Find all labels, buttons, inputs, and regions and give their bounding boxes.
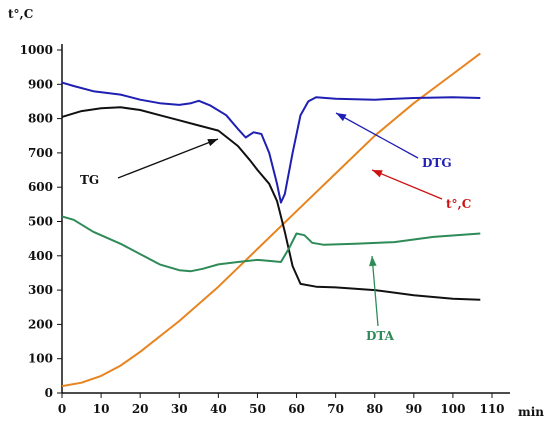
y-tick-label: 0	[45, 386, 53, 400]
series-line-tg	[61, 106, 481, 301]
y-tick-label: 200	[28, 317, 53, 331]
y-tick-label: 500	[28, 215, 53, 229]
x-tick-label: 110	[479, 402, 504, 416]
y-tick-label: 600	[28, 180, 53, 194]
dta-arrow-head	[369, 256, 377, 267]
x-tick-label: 100	[440, 402, 465, 416]
tg-arrow-head	[207, 139, 218, 147]
x-tick-label: 80	[366, 402, 383, 416]
annotation-tg: TG	[80, 173, 99, 187]
dtg-arrow	[335, 112, 419, 159]
y-tick-label: 800	[28, 112, 53, 126]
tg-arrow	[117, 138, 219, 179]
dta-arrow	[371, 255, 379, 327]
y-axis-label: t°,C	[8, 7, 33, 21]
series-line-dtg	[61, 81, 481, 204]
x-tick-label: 50	[249, 402, 266, 416]
x-tick-label: 60	[288, 402, 305, 416]
temperature-arrow-head	[372, 170, 383, 178]
dtg-arrow-head	[336, 113, 347, 122]
y-tick-label: 900	[28, 77, 53, 91]
x-tick-label: 20	[132, 402, 149, 416]
series-line-dta	[61, 215, 481, 273]
plot-series	[61, 52, 481, 388]
annotation-dta: DTA	[366, 329, 395, 343]
x-axis-label: min	[518, 405, 544, 419]
annotation-dtg: DTG	[422, 156, 452, 170]
x-tick-label: 10	[93, 402, 110, 416]
y-tick-label: 400	[28, 249, 53, 263]
y-tick-label: 100	[28, 352, 53, 366]
temperature-arrow	[371, 169, 443, 200]
x-tick-label: 70	[327, 402, 344, 416]
x-tick-label: 90	[405, 402, 422, 416]
y-tick-label: 1000	[20, 43, 53, 57]
annotation-temperature: t°,C	[446, 197, 471, 211]
plot-annotations	[117, 112, 443, 327]
x-tick-label: 30	[171, 402, 188, 416]
series-line-t-c	[61, 52, 481, 388]
y-tick-label: 700	[28, 146, 53, 160]
x-tick-label: 0	[58, 402, 66, 416]
y-tick-label: 300	[28, 283, 53, 297]
plot-axes: 0 100 200 300 400 500 600 700 800 900 1000 0 10 20 30 4…	[20, 43, 510, 416]
x-tick-label: 40	[210, 402, 227, 416]
